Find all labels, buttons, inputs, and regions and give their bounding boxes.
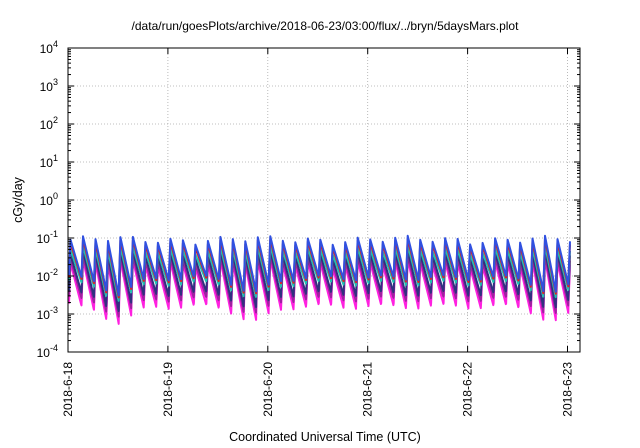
x-tick-labels: 2018-6-18 2018-6-19 2018-6-20 2018-6-21 2018… xyxy=(61,362,575,417)
y-tick-label: 10-4 xyxy=(37,343,58,360)
y-tick-label: 102 xyxy=(40,115,58,132)
x-tick-label: 2018-6-21 xyxy=(361,362,375,417)
x-tick-label: 2018-6-23 xyxy=(561,362,575,417)
x-tick-label: 2018-6-22 xyxy=(461,362,475,417)
y-tick-label: 10-3 xyxy=(37,305,58,322)
chart-title: /data/run/goesPlots/archive/2018-06-23/0… xyxy=(132,19,520,33)
y-tick-label: 101 xyxy=(40,153,58,170)
y-tick-labels: 10-4 10-3 10-2 10-1 100 101 102 103 104 xyxy=(37,39,58,360)
grid xyxy=(68,48,580,352)
y-axis-title: cGy/day xyxy=(11,176,25,223)
y-tick-label: 100 xyxy=(40,191,58,208)
y-tick-label: 104 xyxy=(40,39,58,56)
ticks xyxy=(67,47,580,353)
y-tick-label: 10-2 xyxy=(37,267,58,284)
x-tick-label: 2018-6-19 xyxy=(161,362,175,417)
y-tick-label: 10-1 xyxy=(37,229,58,246)
x-axis-title: Coordinated Universal Time (UTC) xyxy=(229,430,421,444)
series-layer xyxy=(68,234,571,325)
x-tick-label: 2018-6-20 xyxy=(261,362,275,417)
series-line xyxy=(68,234,571,297)
y-tick-label: 103 xyxy=(40,77,58,94)
x-tick-label: 2018-6-18 xyxy=(61,362,75,417)
